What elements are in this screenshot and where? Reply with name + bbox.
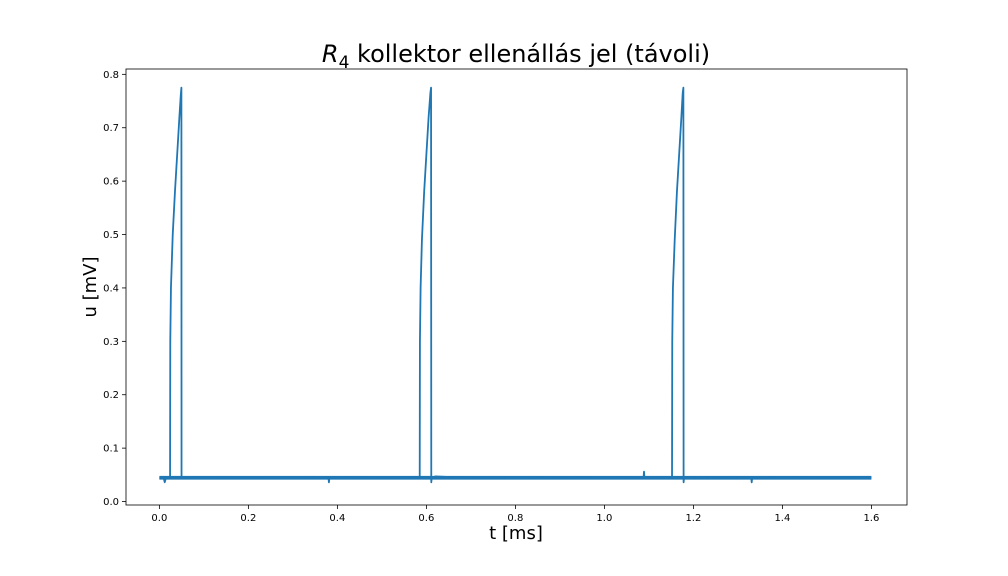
y-tick-label: 0.4: [103, 283, 119, 294]
x-tick-label: 1.6: [863, 513, 879, 524]
y-axis: 0.0 0.1 0.2 0.3 0.4 0.5 0.6 0.7 0.8: [103, 70, 126, 508]
series-layer: [159, 86, 872, 484]
plot-frame: [125, 68, 908, 506]
y-tick-label: 0.8: [103, 70, 119, 81]
x-tick-label: 0.6: [418, 513, 434, 524]
x-tick-label: 0.8: [507, 513, 523, 524]
x-tick-label: 1.2: [685, 513, 701, 524]
y-tick-label: 0.1: [103, 444, 119, 455]
y-tick-label: 0.3: [103, 337, 119, 348]
x-tick-label: 1.4: [774, 513, 790, 524]
x-tick-label: 1.0: [596, 513, 612, 524]
y-axis-label: u [mV]: [80, 256, 101, 317]
series-line-0: [159, 86, 872, 484]
y-tick-label: 0.5: [103, 230, 119, 241]
chart-title: R4 kollektor ellenállás jel (távoli): [322, 40, 710, 73]
y-tick-label: 0.7: [103, 123, 119, 134]
x-tick-label: 0.2: [240, 513, 256, 524]
y-tick-label: 0.2: [103, 390, 119, 401]
y-tick-label: 0.0: [103, 497, 119, 508]
y-tick-label: 0.6: [103, 177, 119, 188]
x-axis-label: t [ms]: [489, 523, 543, 544]
x-tick-label: 0.4: [329, 513, 345, 524]
x-tick-label: 0.0: [151, 513, 167, 524]
x-axis: 0.0 0.2 0.4 0.6 0.8 1.0 1.2 1.4 1.6: [151, 505, 879, 524]
